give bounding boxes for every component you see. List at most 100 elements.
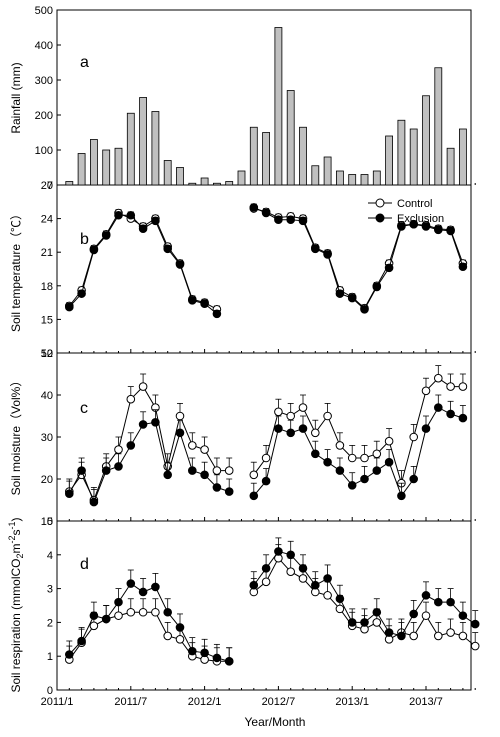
- point-b-exclusion-7: [151, 216, 160, 226]
- line-c-control-0: [68, 385, 230, 502]
- series-lines: [65, 203, 480, 666]
- point-c-control-17: [274, 407, 283, 417]
- point-d-control-2: [89, 621, 99, 631]
- rainfall-bar-2: [90, 139, 98, 186]
- legend-exclusion-marker: [375, 213, 385, 223]
- point-c-exclusion-19: [298, 424, 308, 433]
- point-c-control-9: [175, 411, 185, 421]
- point-c-exclusion-22: [335, 466, 345, 475]
- point-d-control-5: [126, 607, 136, 617]
- point-d-exclusion-3: [101, 614, 111, 624]
- point-d-control-32: [458, 631, 468, 641]
- point-d-control-29: [421, 611, 431, 620]
- point-c-exclusion-0: [65, 489, 74, 499]
- point-d-control-28: [409, 631, 419, 641]
- point-c-control-32: [458, 382, 468, 391]
- point-c-exclusion-16: [261, 476, 271, 486]
- point-d-control-33: [470, 641, 480, 651]
- rainfall-bar-25: [372, 170, 381, 186]
- point-d-exclusion-6: [138, 587, 148, 597]
- rainfall-bar-31: [446, 147, 455, 186]
- rainfall-bar-16: [262, 132, 271, 186]
- point-b-exclusion-15: [249, 203, 259, 212]
- ytick-label-b-5: 27: [41, 180, 53, 192]
- point-b-exclusion-2: [89, 245, 99, 255]
- rainfall-bar-24: [360, 174, 369, 186]
- point-d-control-21: [323, 591, 332, 600]
- point-c-control-29: [421, 386, 431, 396]
- point-d-exclusion-1: [77, 636, 86, 646]
- panel-letter-b: b: [80, 231, 89, 248]
- xtick-label-5: 2013/7: [409, 696, 443, 708]
- ytick-label-d-0: 0: [47, 685, 53, 697]
- point-d-exclusion-10: [188, 646, 197, 656]
- point-d-exclusion-33: [470, 619, 480, 629]
- ytick-label-b-3: 21: [41, 247, 53, 259]
- point-c-exclusion-30: [434, 403, 443, 412]
- point-c-exclusion-12: [212, 483, 222, 492]
- point-b-exclusion-24: [360, 305, 369, 314]
- ytick-label-c-0: 10: [41, 516, 53, 528]
- point-c-exclusion-7: [151, 418, 160, 427]
- rainfall-bar-20: [311, 165, 320, 186]
- point-d-control-25: [372, 618, 382, 627]
- point-d-exclusion-17: [274, 547, 283, 556]
- point-c-control-12: [212, 466, 222, 475]
- point-c-exclusion-28: [409, 474, 419, 484]
- point-d-exclusion-19: [298, 564, 308, 573]
- tick-labels: 0100200300400500121518212427102030405001…: [35, 5, 443, 708]
- rainfall-bar-11: [200, 177, 209, 186]
- point-b-exclusion-11: [200, 299, 209, 309]
- point-c-control-22: [335, 441, 345, 450]
- point-d-exclusion-11: [200, 648, 209, 658]
- point-c-control-6: [138, 382, 148, 391]
- rainfall-bar-27: [397, 119, 406, 186]
- point-d-exclusion-23: [347, 618, 357, 627]
- point-b-exclusion-12: [212, 309, 222, 319]
- temperature-axis-title: Soil temperature（℃）: [9, 208, 23, 332]
- ytick-label-a-3: 300: [35, 75, 53, 87]
- point-c-control-31: [446, 382, 455, 391]
- point-d-exclusion-22: [335, 594, 345, 604]
- point-c-exclusion-25: [372, 466, 382, 475]
- point-c-exclusion-26: [384, 457, 394, 467]
- rainfall-bar-23: [348, 174, 357, 186]
- point-c-control-15: [249, 470, 259, 480]
- ytick-label-d-5: 5: [47, 516, 53, 528]
- point-c-control-24: [360, 453, 369, 463]
- point-c-exclusion-1: [77, 466, 86, 475]
- x-axis-title: Year/Month: [245, 715, 306, 729]
- point-d-exclusion-26: [384, 628, 394, 637]
- point-b-exclusion-28: [409, 219, 419, 229]
- point-c-exclusion-5: [126, 441, 136, 450]
- point-d-exclusion-31: [446, 597, 455, 607]
- point-d-control-7: [151, 607, 160, 617]
- rainfall-bar-10: [188, 182, 197, 186]
- point-c-exclusion-10: [188, 466, 197, 475]
- line-c-exclusion-1: [253, 406, 464, 497]
- point-d-exclusion-21: [323, 574, 332, 583]
- point-c-exclusion-27: [397, 491, 406, 501]
- rainfall-bar-3: [102, 149, 111, 186]
- panel-letter-c: c: [80, 400, 88, 417]
- point-d-control-16: [261, 577, 271, 587]
- rainfall-bar-15: [249, 126, 258, 186]
- ytick-label-a-4: 400: [35, 40, 53, 52]
- ytick-label-b-4: 24: [41, 214, 53, 226]
- moisture-axis-title: Soil moisture（Vol%）: [9, 375, 23, 496]
- point-b-exclusion-20: [311, 244, 320, 254]
- xtick-label-0: 2011/1: [41, 696, 74, 708]
- point-b-exclusion-3: [101, 231, 111, 240]
- legend: Control Exclusion: [368, 198, 444, 225]
- respiration-title-sub: 2: [15, 553, 25, 558]
- point-c-control-23: [347, 453, 357, 463]
- point-d-exclusion-0: [65, 650, 74, 659]
- point-c-control-26: [384, 436, 394, 446]
- point-c-control-19: [298, 403, 308, 412]
- respiration-title-s: s: [9, 529, 23, 535]
- panel-letter-a: a: [80, 54, 89, 71]
- point-d-exclusion-25: [372, 607, 382, 617]
- ytick-label-a-2: 200: [35, 110, 53, 122]
- point-c-exclusion-29: [421, 424, 431, 433]
- point-d-exclusion-24: [360, 618, 369, 627]
